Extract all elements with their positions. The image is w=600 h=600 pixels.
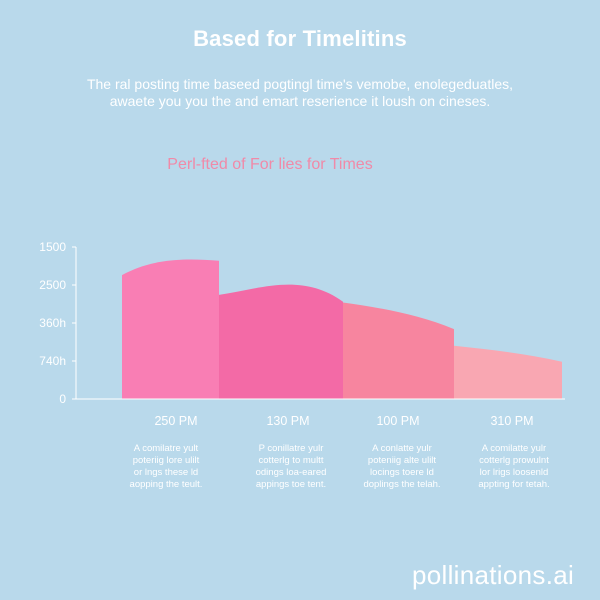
- caption-line: or lngs these ld: [133, 467, 199, 478]
- caption-4: A comilatte yulr cotterlg prowulnt lor l…: [454, 443, 574, 491]
- caption-line: cotterlg to multt: [258, 455, 324, 466]
- caption-line: cotterlg prowulnt: [479, 455, 549, 466]
- chart-title: Based for Timelitins: [193, 26, 407, 51]
- chart-heading: Perl-fted of For lies for Times: [167, 156, 373, 173]
- caption-line: doplings the telah.: [363, 479, 441, 490]
- subtitle-line: The ral posting time baseed pogtingl tim…: [86, 76, 514, 92]
- y-tick-label: 740h: [39, 354, 66, 368]
- watermark: pollinations.ai: [412, 560, 575, 590]
- caption-1: A comilatre yult poteriig lore ulilt or …: [106, 443, 226, 491]
- caption-line: appings toe tent.: [255, 479, 327, 490]
- y-tick-label: 360h: [39, 316, 66, 330]
- x-tick-label: 310 PM: [490, 414, 533, 428]
- area-segment: [454, 345, 562, 399]
- caption-line: poteriig lore ulilt: [132, 455, 200, 466]
- x-tick-label: 100 PM: [376, 414, 419, 428]
- caption-line: locings toere ld: [370, 467, 434, 478]
- y-tick-label: 2500: [39, 278, 66, 292]
- caption-line: P conillatre yulr: [258, 443, 324, 454]
- caption-2: P conillatre yulr cotterlg to multt odin…: [231, 443, 351, 491]
- caption-line: aopping the teult.: [129, 479, 203, 490]
- caption-line: appting for tetah.: [478, 479, 550, 490]
- chart-subtitle: The ral posting time baseed pogtingl tim…: [40, 76, 560, 110]
- y-tick-label: 1500: [39, 240, 66, 254]
- caption-3: A conlatte yulr poteniig alte ulilt loci…: [342, 443, 462, 491]
- caption-line: poteniig alte ulilt: [367, 455, 437, 466]
- caption-line: A comilatte yulr: [481, 443, 547, 454]
- x-tick-label: 250 PM: [154, 414, 197, 428]
- area-segment: [219, 284, 343, 399]
- area-segment: [122, 259, 219, 399]
- caption-line: A comilatre yult: [133, 443, 199, 454]
- y-tick-label: 0: [59, 392, 66, 406]
- caption-line: A conlatte yulr: [372, 443, 432, 454]
- area-segment: [343, 302, 454, 399]
- caption-line: lor lrigs loosenld: [479, 467, 549, 478]
- caption-line: odings loa-eared: [255, 467, 327, 478]
- x-tick-label: 130 PM: [266, 414, 309, 428]
- subtitle-line: awaete you you the and emart reserience …: [109, 93, 491, 109]
